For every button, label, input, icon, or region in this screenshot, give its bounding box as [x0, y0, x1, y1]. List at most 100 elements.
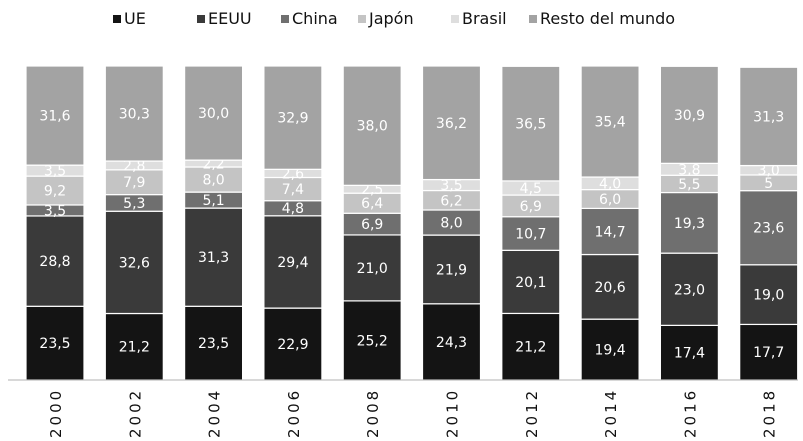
legend-swatch-5 [529, 15, 537, 23]
data-label-2000-5: 31,6 [39, 109, 70, 125]
legend-swatch-2 [281, 15, 289, 23]
x-tick-label-2008: 2008 [364, 388, 382, 438]
data-label-2010-5: 36,2 [436, 116, 467, 132]
bar-segment-2018-1 [739, 264, 799, 326]
data-label-2008-0: 25,2 [357, 333, 388, 349]
data-label-2000-1: 28,8 [39, 254, 70, 270]
data-label-2014-2: 14,7 [595, 224, 626, 240]
data-label-2018-1: 19,0 [753, 288, 784, 304]
data-label-2008-1: 21,0 [357, 261, 388, 277]
data-label-2018-0: 17,7 [753, 345, 784, 361]
x-tick-label-2006: 2006 [285, 388, 303, 438]
data-label-2004-5: 30,0 [198, 106, 229, 122]
bar-segment-2002-3 [104, 169, 164, 196]
bar-segment-2008-0 [342, 300, 402, 381]
bar-segment-2016-2 [659, 191, 720, 254]
bar-segment-2014-1 [580, 253, 640, 320]
data-label-2014-0: 19,4 [595, 343, 626, 359]
data-label-2010-2: 8,0 [440, 216, 462, 232]
legend-label-5: Resto del mundo [540, 9, 675, 28]
data-label-2008-5: 38,0 [357, 119, 388, 135]
data-label-2016-1: 23,0 [674, 282, 705, 298]
data-label-2006-2: 4,8 [282, 201, 304, 217]
data-label-2016-2: 19,3 [674, 216, 705, 232]
bars-layer: 23,5 28,8 3,5 9,2 3,5 31,6 21,2 32,6 5,3 7,92,8 30… [25, 65, 799, 381]
data-label-2010-1: 21,9 [436, 262, 467, 278]
data-label-2008-3: 6,4 [361, 196, 383, 212]
bar-segment-2000-5 [25, 65, 85, 166]
data-label-2012-3: 6,9 [520, 199, 542, 215]
legend-swatch-0 [113, 15, 121, 23]
data-label-2018-3: 5 [764, 176, 773, 192]
data-label-2012-1: 20,1 [515, 275, 546, 291]
legend-label-1: EEUU [208, 9, 252, 28]
legend-label-2: China [292, 9, 338, 28]
x-tick-label-2018: 2018 [761, 388, 779, 438]
data-label-2012-0: 21,2 [515, 340, 546, 356]
bar-segment-2006-1 [263, 215, 323, 309]
data-label-2000-2: 3,5 [44, 203, 66, 219]
bar-segment-2006-5 [263, 65, 323, 170]
data-label-2002-0: 21,2 [119, 340, 150, 356]
x-tick-label-2000: 2000 [47, 388, 65, 438]
data-label-2002-2: 5,3 [123, 196, 145, 212]
bar-segment-2004-3 [184, 166, 244, 193]
legend-label-3: Japón [368, 9, 414, 28]
bar-segment-2000-1 [25, 215, 85, 307]
x-tick-label-2002: 2002 [126, 388, 144, 438]
bar-segment-2010-2 [421, 209, 482, 236]
x-tick-label-2012: 2012 [523, 388, 541, 438]
data-label-2014-4: 4,0 [599, 176, 621, 192]
bar-segment-2018-2 [739, 190, 799, 266]
data-label-2006-1: 29,4 [277, 255, 308, 271]
legend-swatch-1 [197, 15, 205, 23]
bar-segment-2016-1 [659, 252, 720, 326]
bar-segment-2008-1 [342, 234, 402, 302]
data-label-2018-4: 3,0 [758, 163, 780, 179]
legend-label-4: Brasil [462, 9, 507, 28]
data-label-2000-4: 3,5 [44, 164, 66, 180]
bar-segment-2000-0 [25, 305, 85, 381]
bar-segment-2004-0 [184, 305, 244, 381]
data-label-2018-2: 23,6 [753, 221, 784, 237]
data-label-2014-3: 6,0 [599, 192, 621, 208]
data-label-2010-0: 24,3 [436, 335, 467, 351]
bar-segment-2010-5 [421, 65, 482, 181]
bar-segment-2002-5 [104, 65, 164, 162]
data-label-2004-0: 23,5 [198, 336, 229, 352]
data-label-2000-0: 23,5 [39, 336, 70, 352]
data-label-2006-0: 22,9 [277, 337, 308, 353]
bar-segment-2008-5 [342, 65, 402, 186]
legend-swatch-3 [358, 15, 366, 23]
bar-segment-2014-5 [580, 65, 640, 178]
data-label-2012-2: 10,7 [515, 227, 546, 243]
data-label-2006-5: 32,9 [277, 111, 308, 127]
bar-segment-2006-0 [263, 307, 323, 381]
data-label-2014-5: 35,4 [595, 115, 626, 131]
bar-segment-2018-0 [739, 323, 799, 381]
data-label-2012-4: 4,5 [520, 181, 542, 197]
bar-segment-2018-5 [739, 66, 799, 167]
x-tick-label-2004: 2004 [206, 388, 224, 438]
data-label-2008-4: 2,5 [361, 182, 383, 198]
data-label-2012-5: 36,5 [515, 117, 546, 133]
data-label-2004-3: 8,0 [202, 173, 224, 189]
x-tick-labels: 2000 2002 2004 2006 2008 2010 2012 2014 2016 2018 [47, 388, 779, 438]
bar-segment-2010-1 [421, 234, 482, 305]
data-label-2016-3: 5,5 [678, 177, 700, 193]
data-label-2002-4: 2,8 [123, 158, 145, 174]
bar-segment-2000-3 [25, 175, 85, 206]
legend-label-0: UE [124, 9, 146, 28]
data-label-2000-3: 9,2 [44, 184, 66, 200]
bar-segment-2016-5 [659, 65, 720, 164]
x-tick-label-2010: 2010 [444, 388, 462, 438]
data-label-2016-5: 30,9 [674, 108, 705, 124]
bar-segment-2014-2 [580, 207, 640, 256]
data-label-2002-5: 30,3 [119, 107, 150, 123]
bar-segment-2004-1 [184, 207, 244, 307]
bar-segment-2004-5 [184, 65, 244, 161]
data-label-2006-3: 7,4 [282, 182, 304, 198]
data-label-2016-0: 17,4 [674, 346, 705, 362]
data-label-2010-3: 6,2 [440, 193, 462, 209]
